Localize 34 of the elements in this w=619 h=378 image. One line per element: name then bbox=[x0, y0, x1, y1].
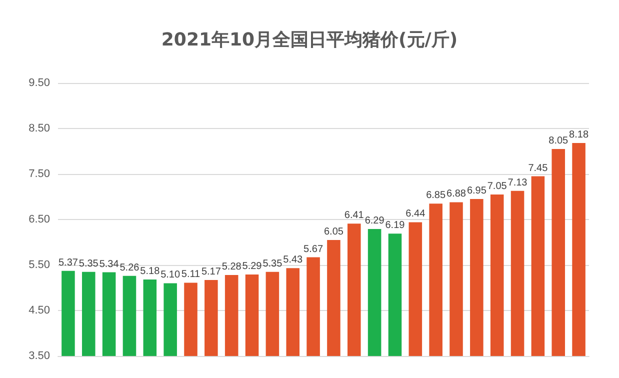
data-label: 5.17 bbox=[201, 266, 222, 278]
data-label: 5.29 bbox=[242, 261, 262, 272]
data-label: 6.85 bbox=[426, 190, 446, 202]
data-label: 5.67 bbox=[304, 244, 324, 255]
data-label: 5.35 bbox=[262, 258, 283, 270]
data-label: 6.29 bbox=[364, 216, 385, 227]
y-tick-label: 8.50 bbox=[28, 122, 50, 134]
chart-title: 2021年10月全国日平均猪价(元/斤) bbox=[161, 30, 458, 50]
data-label: 5.26 bbox=[120, 262, 140, 274]
data-label: 5.18 bbox=[140, 266, 160, 278]
y-tick-label: 3.50 bbox=[28, 350, 50, 362]
y-tick-label: 6.50 bbox=[28, 214, 50, 226]
data-label: 6.41 bbox=[344, 210, 364, 222]
data-label: 6.19 bbox=[385, 220, 406, 232]
y-tick-label: 5.50 bbox=[28, 259, 50, 271]
data-label: 6.44 bbox=[406, 208, 426, 220]
y-tick-label: 4.50 bbox=[28, 304, 50, 316]
data-label: 6.05 bbox=[324, 226, 344, 238]
data-label: 5.37 bbox=[58, 257, 78, 268]
data-label: 7.13 bbox=[508, 177, 528, 188]
data-label: 5.10 bbox=[160, 270, 180, 281]
y-tick-label: 7.50 bbox=[28, 168, 50, 180]
data-label: 5.11 bbox=[181, 269, 201, 280]
data-label: 5.43 bbox=[283, 254, 304, 266]
data-label: 5.34 bbox=[99, 258, 120, 270]
data-label: 7.05 bbox=[487, 180, 508, 192]
data-label: 6.88 bbox=[446, 188, 466, 200]
data-label: 6.95 bbox=[466, 186, 487, 197]
y-tick-label: 9.50 bbox=[28, 77, 50, 89]
data-label: 5.35 bbox=[78, 258, 99, 270]
data-label: 7.45 bbox=[528, 162, 548, 174]
data-label: 8.18 bbox=[569, 130, 589, 141]
data-label: 8.05 bbox=[548, 135, 569, 146]
data-label: 5.28 bbox=[222, 262, 242, 273]
